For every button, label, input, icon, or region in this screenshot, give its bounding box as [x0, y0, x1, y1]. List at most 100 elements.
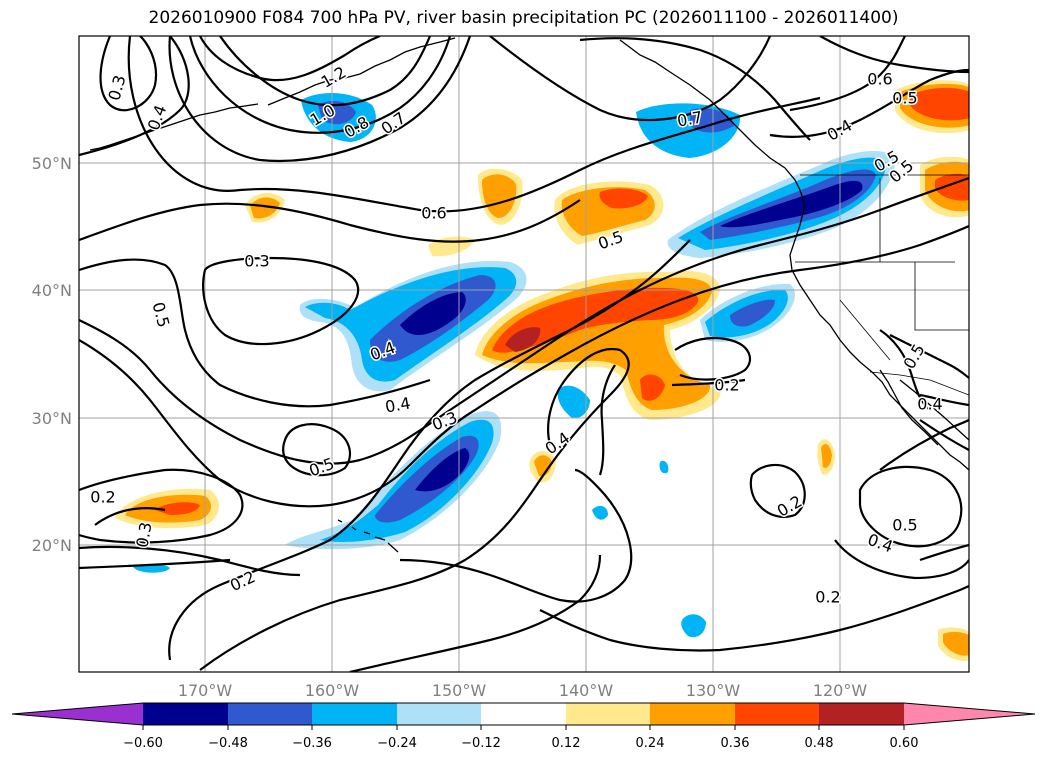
pv-contour [889, 334, 969, 379]
coastline-aleutians [89, 103, 259, 151]
pv-contour [579, 37, 811, 141]
precip-shading-positive [115, 80, 969, 661]
colorbar-tick-label: 0.36 [721, 736, 750, 751]
colorbar-bin [819, 703, 904, 725]
pv-contour [671, 378, 746, 387]
map-gridlines [79, 36, 969, 672]
precip-region-warm [599, 188, 648, 209]
contour-label: 0.4 [144, 102, 171, 132]
colorbar-extend-low [12, 703, 143, 725]
coastline-mexico [899, 379, 969, 441]
contour-label: 0.7 [378, 108, 410, 138]
precip-region-warm [910, 87, 969, 121]
pv-contour [749, 463, 806, 518]
lat-tick-label: 40°N [32, 281, 72, 300]
contour-labels: 0.30.41.21.0 0.8 0.7 0.70.60.50.60.50.40.50… [89, 61, 944, 608]
pv-contour [598, 364, 616, 476]
contour-label: 0.5 [148, 300, 173, 330]
precip-region-warm [943, 631, 969, 656]
pv-contour [168, 239, 691, 661]
precip-region-blue-core [415, 448, 470, 492]
lat-axis: 20°N 30°N 40°N 50°N [32, 154, 72, 555]
contour-label: 0.5 [900, 341, 929, 373]
pv-contour [94, 507, 166, 526]
precip-region-warm [155, 502, 200, 515]
lon-tick-label: 130°W [686, 681, 741, 700]
colorbar-bin [735, 703, 819, 725]
coastlines [89, 37, 969, 553]
pv-contour [168, 36, 472, 163]
precip-region-blue [730, 299, 775, 327]
pv-contour [79, 176, 969, 465]
pv-contour [202, 256, 360, 346]
pv-contour [79, 545, 301, 577]
pv-contour [79, 199, 581, 243]
lon-tick-label: 150°W [432, 681, 487, 700]
colorbar-tick-label: 0.60 [890, 736, 919, 751]
coastline-hawaii [337, 519, 399, 553]
pv-contour [789, 36, 906, 112]
pv-contour [79, 36, 190, 157]
precip-region-warm [250, 197, 280, 219]
coastline-alaska [267, 37, 456, 106]
colorbar-extend-high [904, 703, 1035, 725]
pv-contour [399, 468, 633, 603]
colorbar-tick-label: 0.24 [636, 736, 665, 751]
contour-label: 0.6 [421, 204, 446, 223]
lon-tick-label: 120°W [813, 681, 868, 700]
pv-contour [674, 336, 752, 381]
contour-label: 0.4 [865, 530, 895, 557]
contour-label: 0.3 [244, 252, 269, 271]
lat-tick-label: 30°N [32, 409, 72, 428]
colorbar-bin [143, 703, 228, 725]
pv-contour [349, 554, 602, 672]
pv-contour [79, 224, 969, 508]
precip-region-warm [534, 455, 552, 477]
colorbar: −0.60 −0.48 −0.36 −0.24 −0.12 0.12 0.24 … [11, 702, 1036, 751]
borders [795, 174, 969, 396]
colorbar-bin [566, 703, 650, 725]
contour-label: 0.4 [917, 395, 942, 414]
contour-label: 0.2 [714, 376, 739, 395]
colorbar-bin [312, 703, 397, 725]
pv-contour [282, 423, 352, 477]
colorbar-bin [228, 703, 312, 725]
pv-contour [539, 584, 969, 652]
map-frame [78, 35, 970, 673]
precip-region-warm [492, 287, 699, 353]
pv-contour [79, 558, 231, 570]
precip-region-warm [640, 374, 665, 401]
coastline-pacific-nw [619, 39, 969, 471]
colorbar-tick-label: −0.24 [377, 736, 417, 751]
precip-region-blue [592, 505, 608, 520]
contour-label: 0.4 [384, 393, 412, 416]
pv-contours [79, 36, 969, 672]
precip-region-blue-core [400, 292, 466, 336]
contour-label: 0.7 [676, 107, 704, 130]
pv-contour [819, 36, 969, 74]
pv-contour [769, 68, 969, 138]
colorbar-bin [397, 703, 481, 725]
colorbar-tick-label: −0.60 [123, 736, 163, 751]
pv-contour [919, 393, 969, 407]
pv-contour [219, 36, 432, 107]
contour-label: 0.2 [90, 488, 115, 507]
precip-region-warm [505, 327, 541, 352]
lon-tick-label: 140°W [559, 681, 614, 700]
contour-label: 0.4 [824, 116, 856, 145]
lat-tick-label: 50°N [32, 154, 72, 173]
colorbar-tick-label: −0.36 [292, 736, 332, 751]
pv-contour [858, 465, 963, 548]
colorbar-bin [481, 703, 566, 725]
colorbar-tick-label: −0.12 [461, 736, 501, 751]
colorbar-tick-label: −0.48 [208, 736, 248, 751]
pv-contour [199, 36, 381, 82]
lat-tick-label: 20°N [32, 536, 72, 555]
pv-contour [919, 543, 969, 562]
pv-contour [79, 258, 431, 408]
pv-contour [199, 347, 630, 671]
colorbar-ticks [142, 725, 905, 730]
colorbar-tick-label: 0.12 [552, 736, 581, 751]
precip-region-blue [681, 614, 706, 638]
pv-contour [919, 419, 969, 451]
